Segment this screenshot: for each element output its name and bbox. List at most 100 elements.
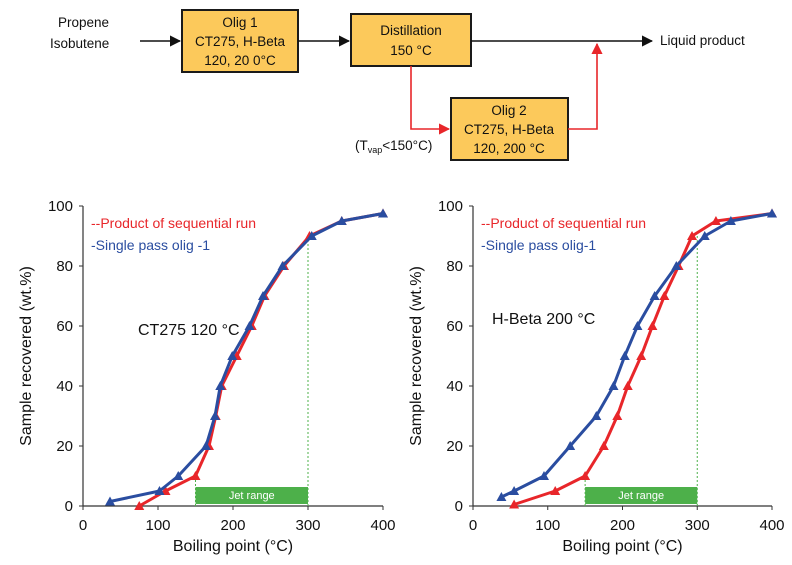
data-point-marker xyxy=(580,471,591,480)
feed-label-propene: Propene xyxy=(58,15,109,30)
data-point-marker xyxy=(598,441,609,450)
data-point-marker xyxy=(539,471,550,480)
y-tick-label: 20 xyxy=(56,438,73,455)
y-tick-label: 100 xyxy=(48,198,73,215)
data-point-marker xyxy=(244,321,255,330)
chart-ct275: 0 20 40 60 80 100 0 100 200 300 400 Boiling point (… xyxy=(18,198,396,555)
distillation-box: Distillation 150 °C xyxy=(350,13,472,67)
y-tick-label: 80 xyxy=(446,258,463,275)
catalyst-annotation: H-Beta 200 °C xyxy=(492,311,595,328)
data-point-marker xyxy=(699,231,710,240)
data-point-marker xyxy=(636,351,647,360)
process-flow-diagram: Propene Isobutene Olig 1 CT275, H-Beta 1… xyxy=(50,9,745,161)
x-tick-label: 0 xyxy=(469,517,477,534)
data-point-marker xyxy=(632,321,643,330)
data-point-marker xyxy=(550,486,561,495)
data-point-marker xyxy=(215,381,226,390)
distillation-title: Distillation xyxy=(380,23,442,38)
chart-h-beta: 0 20 40 60 80 100 0 100 200 300 400 Boiling point (… xyxy=(408,198,785,555)
data-point-marker xyxy=(210,411,220,420)
x-axis-label: Boiling point (°C) xyxy=(173,538,293,555)
jet-range-label: Jet range xyxy=(618,490,664,502)
data-point-marker xyxy=(649,291,660,300)
y-tick-label: 40 xyxy=(56,378,73,395)
data-point-marker xyxy=(336,216,347,225)
y-axis-label: Sample recovered (wt.%) xyxy=(18,266,35,446)
x-axis-label: Boiling point (°C) xyxy=(562,538,682,555)
olig2-catalyst: CT275, H-Beta xyxy=(464,122,555,137)
data-point-marker xyxy=(306,231,317,240)
jet-range-label: Jet range xyxy=(229,490,275,502)
olig2-title: Olig 2 xyxy=(491,103,526,118)
tvap-suffix: <150°C) xyxy=(382,138,432,153)
data-point-marker xyxy=(565,441,576,450)
x-tick-label: 200 xyxy=(220,517,245,534)
data-point-marker xyxy=(154,486,165,495)
series-line-sequential-run xyxy=(138,212,384,508)
data-point-marker xyxy=(227,351,238,360)
catalyst-annotation: CT275 120 °C xyxy=(138,322,240,339)
y-tick-label: 40 xyxy=(446,378,463,395)
legend-entry-single-pass: -Single pass olig -1 xyxy=(91,237,210,253)
olig1-temperature: 120, 20 0°C xyxy=(204,53,276,68)
data-point-marker xyxy=(710,216,721,225)
data-point-marker xyxy=(496,492,507,501)
data-point-marker xyxy=(509,499,520,509)
y-tick-label: 0 xyxy=(455,498,463,515)
data-point-marker xyxy=(647,321,658,330)
data-point-marker xyxy=(378,208,388,218)
olig1-title: Olig 1 xyxy=(222,15,257,30)
series-line-single-pass xyxy=(109,212,384,503)
legend-entry-single-pass: -Single pass olig-1 xyxy=(481,237,596,253)
data-point-marker xyxy=(277,261,288,270)
y-tick-label: 60 xyxy=(446,318,463,335)
x-tick-label: 400 xyxy=(370,517,395,534)
data-point-marker xyxy=(201,441,211,450)
legend-entry-sequential-run: --Product of sequential run xyxy=(91,215,256,231)
olig2-to-product-arrow xyxy=(568,42,603,130)
y-tick-label: 0 xyxy=(65,498,73,515)
data-point-marker xyxy=(619,351,630,360)
data-point-marker xyxy=(134,501,145,510)
vapor-to-olig2-arrow xyxy=(410,66,451,135)
data-point-marker xyxy=(725,216,736,225)
legend-entry-sequential-run: --Product of sequential run xyxy=(481,215,646,231)
olig2-box: Olig 2 CT275, H-Beta 120, 200 °C xyxy=(450,97,569,161)
y-tick-label: 80 xyxy=(56,258,73,275)
tvap-condition-label: (Tvap<150°C) xyxy=(355,138,432,155)
data-point-marker xyxy=(258,291,268,300)
feed-label-isobutene: Isobutene xyxy=(50,36,109,51)
olig2-temperature: 120, 200 °C xyxy=(473,141,545,156)
liquid-product-label: Liquid product xyxy=(660,33,745,48)
data-point-marker xyxy=(659,291,670,300)
y-tick-label: 100 xyxy=(438,198,463,215)
y-axis-label: Sample recovered (wt.%) xyxy=(408,266,425,446)
x-tick-label: 100 xyxy=(145,517,170,534)
data-point-marker xyxy=(687,231,698,240)
data-point-marker xyxy=(671,261,682,270)
series-line-single-pass xyxy=(500,212,773,499)
y-tick-label: 20 xyxy=(446,438,463,455)
distillation-temperature: 150 °C xyxy=(390,43,432,58)
data-point-marker xyxy=(591,411,602,420)
data-point-marker xyxy=(612,411,623,420)
olig1-catalyst: CT275, H-Beta xyxy=(195,34,286,49)
data-point-marker xyxy=(509,486,520,495)
x-tick-label: 300 xyxy=(685,517,710,534)
data-point-marker xyxy=(105,496,115,506)
data-point-marker xyxy=(173,471,184,480)
jet-range-bar xyxy=(585,487,698,504)
tvap-subscript: vap xyxy=(368,145,383,155)
x-tick-label: 0 xyxy=(79,517,87,534)
olig1-box: Olig 1 CT275, H-Beta 120, 20 0°C xyxy=(181,9,299,73)
data-point-marker xyxy=(767,208,777,218)
x-tick-label: 100 xyxy=(535,517,560,534)
tvap-prefix: (T xyxy=(355,138,368,153)
x-tick-label: 400 xyxy=(759,517,784,534)
data-point-marker xyxy=(622,381,633,390)
x-tick-label: 200 xyxy=(610,517,635,534)
jet-range-bar xyxy=(195,487,308,504)
data-point-marker xyxy=(190,471,201,480)
y-tick-label: 60 xyxy=(56,318,73,335)
data-point-marker xyxy=(608,381,619,390)
